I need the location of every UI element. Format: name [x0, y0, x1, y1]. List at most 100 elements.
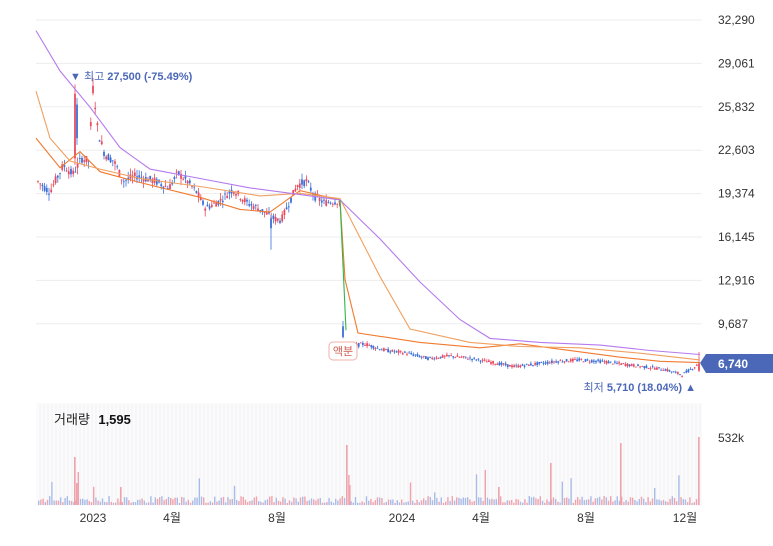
- volume-bar: [506, 500, 508, 505]
- volume-bar: [643, 498, 645, 505]
- volume-bar: [324, 502, 326, 505]
- candle: [208, 203, 211, 211]
- volume-bar: [82, 498, 84, 505]
- candle-body: [431, 357, 434, 359]
- low-value: 5,710: [607, 382, 635, 394]
- candle: [441, 354, 444, 359]
- volume-bar: [117, 498, 119, 505]
- candle-body: [597, 359, 599, 361]
- volume-bar: [77, 471, 79, 505]
- candle-body: [429, 356, 431, 358]
- volume-bar: [412, 500, 414, 505]
- candle-body: [565, 359, 568, 362]
- candle-body: [359, 342, 362, 344]
- candle: [399, 350, 402, 354]
- volume-bar: [559, 502, 561, 505]
- candle: [74, 166, 77, 173]
- candle-body: [683, 372, 686, 374]
- volume-bar: [260, 501, 262, 505]
- candle-body: [689, 368, 692, 370]
- candle: [616, 360, 618, 365]
- candle: [420, 355, 423, 360]
- candle: [458, 356, 461, 358]
- volume-bar: [654, 487, 656, 505]
- candle: [270, 214, 272, 250]
- event-tag[interactable]: 액분: [328, 341, 358, 361]
- volume-bar: [601, 499, 603, 505]
- volume-bar: [74, 457, 76, 505]
- volume-bar: [143, 500, 145, 505]
- volume-bar: [38, 500, 40, 505]
- candle: [437, 357, 440, 359]
- candle-body: [641, 366, 644, 367]
- volume-bar: [638, 498, 640, 505]
- volume-bar: [346, 445, 348, 505]
- candle: [153, 173, 156, 186]
- candle: [698, 351, 700, 373]
- candle-body: [138, 175, 141, 178]
- candle: [695, 363, 698, 367]
- candle-body: [561, 361, 564, 363]
- candle: [197, 187, 200, 203]
- candle-body: [199, 196, 202, 201]
- volume-bar: [676, 501, 678, 505]
- volume-bar: [687, 502, 689, 505]
- candle: [425, 355, 427, 359]
- volume-bar: [583, 500, 585, 505]
- candle: [670, 371, 673, 374]
- candle-body: [387, 349, 389, 353]
- candle-body: [265, 212, 268, 215]
- volume-bar: [678, 475, 680, 505]
- candle: [548, 360, 551, 364]
- candle: [125, 178, 127, 187]
- volume-bar: [623, 501, 625, 505]
- volume-bar: [229, 499, 231, 505]
- candle: [630, 363, 633, 367]
- candle-body: [540, 361, 543, 363]
- volume-bar: [126, 497, 128, 505]
- candle-body: [173, 177, 176, 180]
- candle: [572, 357, 574, 364]
- volume-bar: [691, 502, 693, 505]
- candle: [689, 367, 692, 371]
- volume-bar: [189, 502, 192, 505]
- volume-bar: [84, 499, 86, 505]
- candle-body: [197, 192, 200, 197]
- candle-body: [534, 363, 536, 365]
- candle: [193, 183, 196, 191]
- candle-body: [404, 351, 406, 353]
- volume-bar: [498, 487, 500, 505]
- candle-body: [285, 207, 288, 210]
- time-tick-label: 4월: [472, 511, 490, 525]
- candle-body: [368, 345, 371, 346]
- candle: [614, 360, 616, 365]
- high-prefix: ▼ 최고: [70, 70, 104, 83]
- candle: [45, 184, 48, 196]
- candle-body: [498, 362, 501, 366]
- volume-bar: [621, 496, 623, 505]
- volume-bar: [612, 501, 614, 505]
- volume-bar: [214, 496, 216, 505]
- volume-bar: [423, 498, 425, 505]
- volume-bar: [176, 497, 178, 505]
- candle-body: [399, 350, 402, 352]
- volume-bar: [645, 502, 647, 505]
- candle: [645, 364, 648, 369]
- ma-mid-line: [35, 90, 701, 361]
- candle-body: [618, 362, 620, 364]
- candle: [248, 199, 251, 208]
- candle: [467, 357, 469, 360]
- volume-bar: [159, 497, 161, 505]
- price-tick-label: 19,374: [718, 187, 755, 201]
- candle-body: [389, 351, 392, 353]
- candle: [576, 357, 578, 362]
- volume-bar: [517, 499, 519, 505]
- volume-bar: [161, 496, 163, 505]
- candle: [368, 343, 371, 346]
- volume-bar: [376, 497, 379, 505]
- candle: [287, 201, 290, 213]
- candle: [651, 364, 654, 369]
- volume-bar: [471, 501, 473, 505]
- candle: [224, 190, 226, 200]
- volume-bar: [374, 500, 376, 505]
